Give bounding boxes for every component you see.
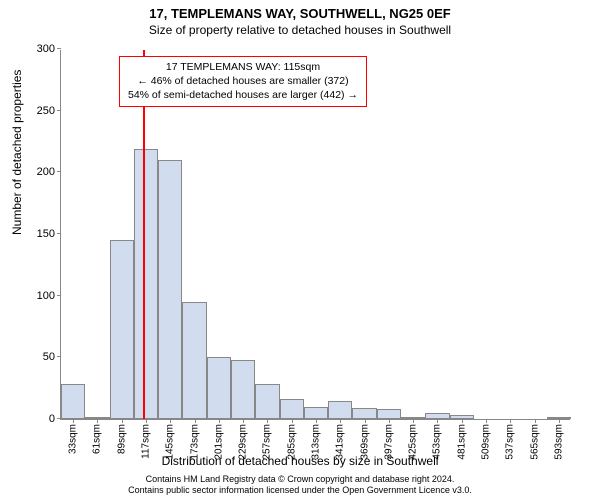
y-tick-label: 50 <box>43 351 61 363</box>
histogram-bar <box>304 407 328 419</box>
histogram-bar <box>110 240 134 419</box>
x-tick-label: 33sqm <box>68 424 79 454</box>
histogram-bar <box>280 399 304 419</box>
page-title: 17, TEMPLEMANS WAY, SOUTHWELL, NG25 0EF <box>0 0 600 21</box>
x-tick-mark <box>219 419 220 423</box>
x-tick-mark <box>97 419 98 423</box>
x-tick-mark <box>559 419 560 423</box>
x-tick-mark <box>413 419 414 423</box>
histogram-bar <box>328 401 352 420</box>
attribution-footer: Contains HM Land Registry data © Crown c… <box>0 474 600 497</box>
histogram-bar <box>255 384 279 419</box>
x-tick-mark <box>535 419 536 423</box>
x-tick-mark <box>122 419 123 423</box>
y-tick-mark <box>57 233 61 234</box>
y-tick-mark <box>57 110 61 111</box>
histogram-bar <box>231 360 255 419</box>
x-tick-mark <box>195 419 196 423</box>
histogram-bar <box>352 408 376 419</box>
x-tick-mark <box>486 419 487 423</box>
y-tick-mark <box>57 356 61 357</box>
y-tick-label: 300 <box>37 43 61 55</box>
x-tick-mark <box>389 419 390 423</box>
y-tick-mark <box>57 48 61 49</box>
annotation-line: 54% of semi-detached houses are larger (… <box>128 88 358 102</box>
x-tick-mark <box>510 419 511 423</box>
annotation-line: 17 TEMPLEMANS WAY: 115sqm <box>128 60 358 74</box>
y-tick-label: 200 <box>37 166 61 178</box>
x-axis-label: Distribution of detached houses by size … <box>0 454 600 468</box>
x-tick-mark <box>170 419 171 423</box>
footer-line: Contains public sector information licen… <box>0 485 600 496</box>
x-tick-mark <box>437 419 438 423</box>
footer-line: Contains HM Land Registry data © Crown c… <box>0 474 600 485</box>
histogram-chart: 17 TEMPLEMANS WAY: 115sqm← 46% of detach… <box>60 50 570 420</box>
x-tick-label: 61sqm <box>92 424 103 454</box>
y-tick-label: 0 <box>49 413 61 425</box>
y-tick-mark <box>57 418 61 419</box>
histogram-bar <box>61 384 85 419</box>
y-tick-mark <box>57 171 61 172</box>
histogram-bar <box>207 357 231 419</box>
x-tick-mark <box>292 419 293 423</box>
y-axis-label: Number of detached properties <box>10 70 24 235</box>
histogram-bar <box>377 409 401 419</box>
x-tick-mark <box>462 419 463 423</box>
x-tick-mark <box>267 419 268 423</box>
histogram-bar <box>134 149 158 419</box>
x-tick-mark <box>340 419 341 423</box>
x-tick-mark <box>73 419 74 423</box>
y-tick-label: 150 <box>37 228 61 240</box>
x-tick-mark <box>316 419 317 423</box>
x-tick-mark <box>146 419 147 423</box>
x-tick-mark <box>243 419 244 423</box>
histogram-bar <box>182 302 206 419</box>
page-subtitle: Size of property relative to detached ho… <box>0 21 600 41</box>
x-tick-label: 89sqm <box>116 424 127 454</box>
y-tick-label: 250 <box>37 105 61 117</box>
histogram-bar <box>158 160 182 419</box>
x-tick-mark <box>365 419 366 423</box>
y-tick-label: 100 <box>37 290 61 302</box>
y-tick-mark <box>57 295 61 296</box>
annotation-line: ← 46% of detached houses are smaller (37… <box>128 74 358 88</box>
annotation-box: 17 TEMPLEMANS WAY: 115sqm← 46% of detach… <box>119 56 367 107</box>
